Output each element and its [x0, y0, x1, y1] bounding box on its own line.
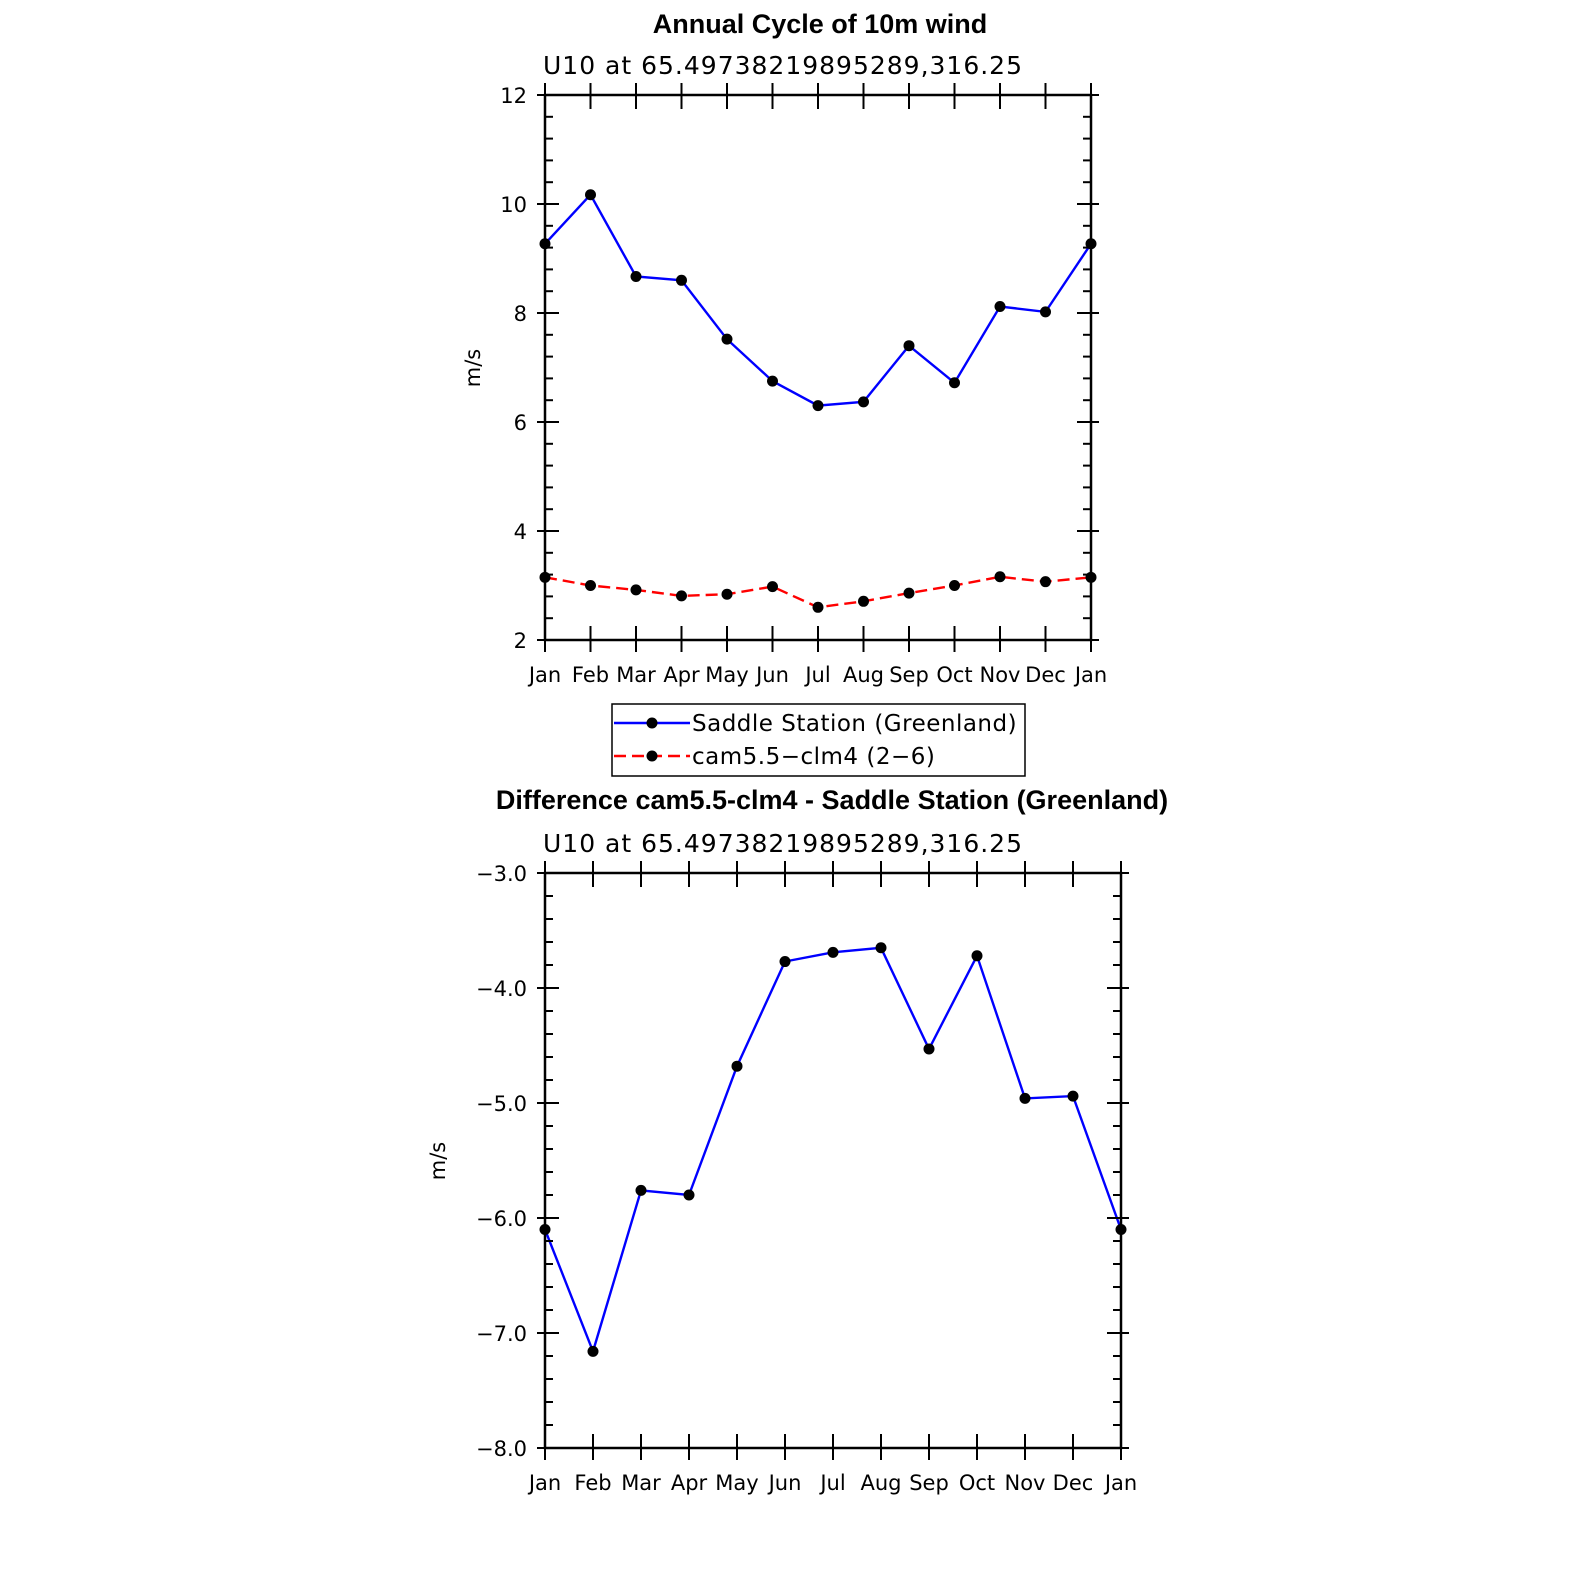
- x-tick-label: Feb: [572, 663, 609, 687]
- data-point: [827, 946, 839, 958]
- y-tick-label: 2: [514, 629, 527, 653]
- x-tick-label: Oct: [936, 663, 972, 687]
- data-point: [585, 189, 596, 201]
- chart-title: Difference cam5.5-clm4 - Saddle Station …: [496, 785, 1168, 815]
- x-tick-label: Aug: [843, 663, 884, 687]
- y-tick-label: 4: [514, 520, 527, 544]
- x-tick-label: Nov: [1005, 1471, 1046, 1495]
- data-point: [676, 590, 687, 602]
- y-tick-label: 8: [514, 302, 527, 326]
- legend-marker-model: [646, 750, 658, 762]
- data-point: [903, 340, 915, 352]
- data-point: [858, 396, 869, 408]
- y-axis-label: m/s: [461, 349, 485, 387]
- data-point: [635, 1184, 647, 1196]
- x-tick-label: Mar: [616, 663, 656, 687]
- data-point: [721, 588, 733, 600]
- plot-frame: [543, 93, 1093, 642]
- x-tick-label: Oct: [959, 1471, 995, 1495]
- series-line-0: [543, 946, 1123, 1356]
- legend: Saddle Station (Greenland) cam5.5−clm4 (…: [611, 703, 1026, 777]
- data-point: [949, 580, 960, 591]
- data-point: [630, 584, 642, 596]
- data-point: [923, 1043, 935, 1055]
- y-tick-label: −6.0: [476, 1207, 527, 1231]
- x-tick-label: Jul: [803, 663, 830, 687]
- data-point: [994, 571, 1006, 583]
- data-point: [1019, 1092, 1031, 1104]
- data-point: [683, 1189, 695, 1201]
- legend-label-saddle-station: Saddle Station (Greenland): [692, 711, 1017, 737]
- data-point: [903, 587, 915, 599]
- series-line-0: [544, 192, 1092, 407]
- x-tick-label: Jan: [1103, 1471, 1137, 1495]
- x-tick-label: Sep: [889, 663, 929, 687]
- x-tick-label: Apr: [663, 663, 700, 687]
- data-point: [630, 270, 642, 282]
- x-tick-label: Nov: [980, 663, 1021, 687]
- x-tick-label: Dec: [1025, 663, 1066, 687]
- x-tick-label: May: [715, 1471, 758, 1495]
- legend-label-model: cam5.5−clm4 (2−6): [692, 744, 935, 770]
- data-point: [1040, 306, 1051, 318]
- y-tick-label: −3.0: [476, 862, 527, 886]
- data-point: [1040, 576, 1051, 588]
- chart-subtitle: U10 at 65.49738219895289,316.25: [543, 51, 1023, 80]
- x-tick-label: Sep: [909, 1471, 949, 1495]
- y-tick-label: 12: [500, 84, 527, 108]
- difference-chart: Difference cam5.5-clm4 - Saddle Station …: [426, 785, 1168, 1495]
- y-tick-label: 6: [514, 411, 527, 435]
- x-tick-label: Jun: [754, 663, 789, 687]
- data-point: [994, 300, 1006, 312]
- chart-subtitle: U10 at 65.49738219895289,316.25: [543, 829, 1023, 858]
- annual-cycle-chart: Annual Cycle of 10m wind U10 at 65.49738…: [461, 9, 1107, 687]
- data-point: [875, 942, 887, 954]
- data-point: [949, 377, 960, 389]
- x-tick-label: Jan: [527, 663, 561, 687]
- x-tick-label: Mar: [621, 1471, 661, 1495]
- y-tick-label: −7.0: [476, 1322, 527, 1346]
- legend-entry-saddle-station: Saddle Station (Greenland): [614, 711, 1017, 737]
- data-point: [585, 580, 596, 591]
- x-tick-label: Jun: [767, 1471, 802, 1495]
- data-point: [971, 950, 983, 962]
- x-tick-label: May: [705, 663, 748, 687]
- y-tick-label: 10: [500, 193, 527, 217]
- data-point: [587, 1345, 599, 1357]
- y-tick-label: −4.0: [476, 977, 527, 1001]
- data-point: [731, 1060, 743, 1072]
- y-tick-label: −8.0: [476, 1437, 527, 1461]
- x-tick-label: Jul: [818, 1471, 845, 1495]
- x-tick-label: Jan: [527, 1471, 561, 1495]
- y-tick-label: −5.0: [476, 1092, 527, 1116]
- legend-entry-model: cam5.5−clm4 (2−6): [614, 744, 935, 770]
- data-point: [676, 274, 687, 286]
- legend-marker-saddle-station: [646, 717, 658, 729]
- x-tick-label: Aug: [860, 1471, 901, 1495]
- legend-box: [611, 703, 1026, 777]
- data-point: [812, 601, 824, 613]
- data-point: [721, 333, 733, 345]
- x-tick-label: Jan: [1073, 663, 1107, 687]
- data-point: [767, 375, 778, 387]
- data-point: [1067, 1090, 1079, 1102]
- chart-title: Annual Cycle of 10m wind: [653, 9, 988, 39]
- x-tick-label: Dec: [1053, 1471, 1094, 1495]
- plot-frame: [543, 871, 1123, 1450]
- data-point: [779, 956, 791, 968]
- data-point: [812, 400, 824, 412]
- data-point: [858, 595, 869, 607]
- y-axis-label: m/s: [426, 1142, 450, 1180]
- x-tick-label: Feb: [574, 1471, 611, 1495]
- x-tick-label: Apr: [671, 1471, 708, 1495]
- data-point: [767, 581, 778, 593]
